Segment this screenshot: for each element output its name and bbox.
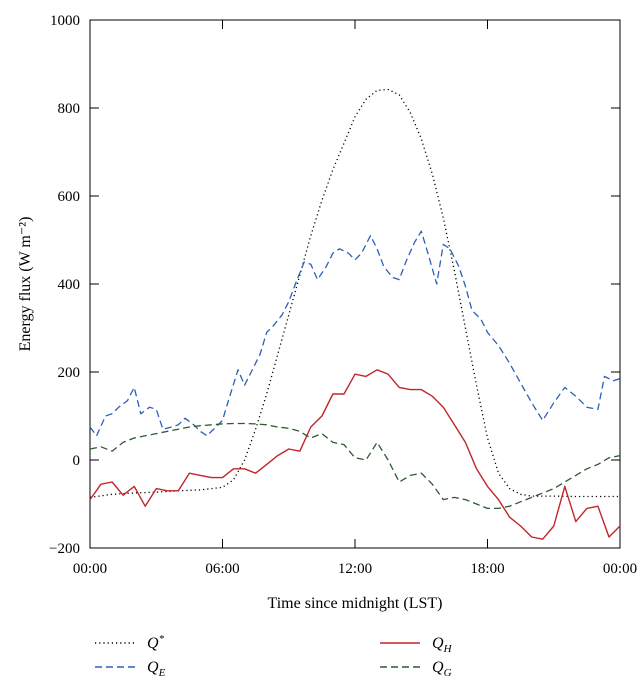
y-tick-label: 0 [73, 453, 81, 469]
axis-ticks [89, 19, 621, 549]
y-axis-title: Energy flux (W m⁻²) [17, 217, 34, 352]
series-lines [89, 88, 621, 540]
y-tick-label: 400 [58, 277, 81, 293]
legend-item: QH [380, 635, 453, 655]
legend-item: Q* [95, 633, 165, 652]
series-line-qe [89, 230, 621, 437]
x-axis-title: Time since midnight (LST) [268, 595, 443, 612]
x-tick-label: 06:00 [205, 561, 239, 577]
x-tick-label: 00:00 [73, 561, 107, 577]
legend-label: QE [147, 659, 166, 679]
y-tick-label: 1000 [50, 13, 80, 29]
legend-label: QH [432, 635, 453, 655]
legend-label: Q* [147, 633, 165, 652]
legend-item: QE [95, 659, 166, 679]
x-tick-label: 18:00 [470, 561, 504, 577]
y-tick-label: 800 [58, 101, 81, 117]
x-tick-labels: 00:00 06:00 12:00 18:00 00:00 [73, 561, 637, 577]
legend-item: QG [380, 659, 452, 679]
series-line-qg [89, 422, 621, 510]
y-tick-label: 600 [58, 189, 81, 205]
legend-label: QG [432, 659, 452, 679]
x-tick-label: 12:00 [338, 561, 372, 577]
series-line-q-star [89, 88, 620, 499]
series-line-qh [89, 369, 621, 540]
y-tick-label: 200 [58, 365, 81, 381]
y-tick-label: −200 [49, 541, 80, 557]
legend: Q* QH QE QG [95, 633, 453, 679]
x-tick-label: 00:00 [603, 561, 637, 577]
plot-frame [89, 19, 621, 549]
y-tick-labels: −200 0 200 400 600 800 1000 [49, 13, 80, 557]
